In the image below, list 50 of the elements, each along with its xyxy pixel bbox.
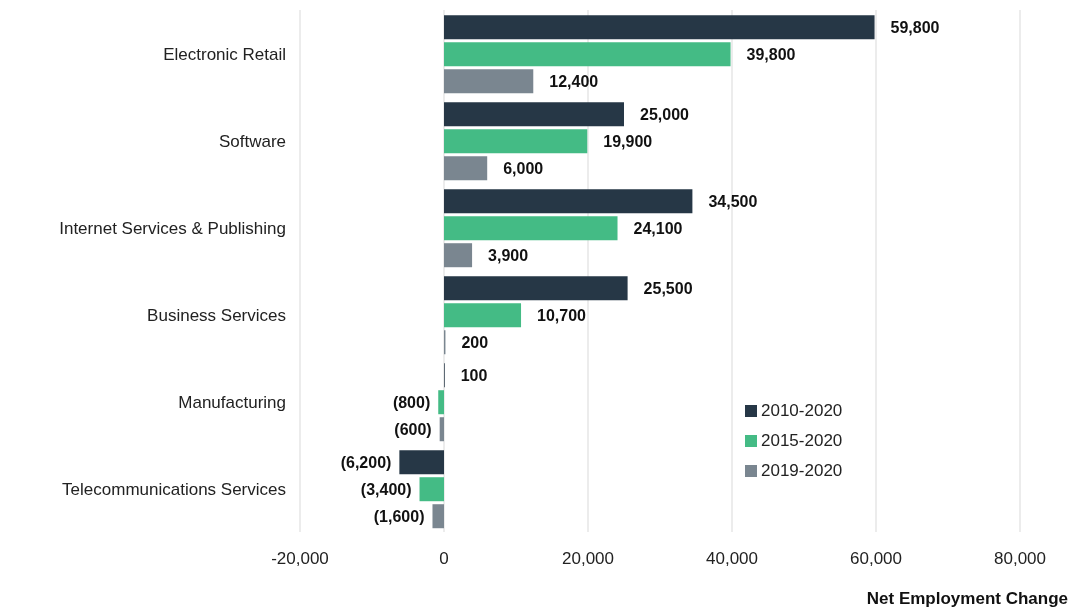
bar (444, 42, 731, 67)
bar (444, 156, 488, 181)
data-label: 39,800 (746, 45, 796, 63)
data-label: 59,800 (890, 18, 940, 36)
bar (438, 390, 444, 415)
bar (444, 303, 522, 328)
legend-label: 2015-2020 (761, 431, 843, 451)
bar (444, 216, 618, 241)
bar (399, 450, 444, 475)
data-label: 3,900 (488, 246, 529, 264)
data-label: 12,400 (549, 72, 599, 90)
data-label: (6,200) (340, 453, 392, 471)
bar (444, 15, 875, 40)
bar (444, 102, 624, 127)
data-label: (1,600) (373, 507, 425, 525)
bar (444, 129, 588, 154)
data-label: 19,900 (603, 132, 653, 150)
x-tick-label: -20,000 (271, 549, 329, 569)
data-label: (800) (392, 393, 431, 411)
data-label: 200 (461, 333, 489, 351)
bar (439, 417, 444, 442)
legend-label: 2019-2020 (761, 461, 843, 481)
bar (444, 276, 628, 301)
data-label: (600) (394, 420, 432, 438)
bar (432, 504, 444, 529)
y-tick-label: Internet Services & Publishing (59, 218, 286, 238)
y-tick-label: Manufacturing (178, 392, 286, 412)
bar (444, 69, 534, 94)
data-label: 24,100 (633, 219, 683, 237)
data-label: (3,400) (360, 480, 412, 498)
bar (444, 189, 693, 214)
x-tick-label: 0 (439, 549, 449, 569)
data-label: 6,000 (503, 159, 544, 177)
bar (444, 243, 473, 268)
x-axis-title: Net Employment Change (866, 589, 1068, 607)
data-label: 100 (460, 366, 488, 384)
x-tick-label: 80,000 (994, 549, 1046, 569)
y-tick-label: Business Services (147, 305, 286, 325)
data-label: 25,000 (640, 105, 690, 123)
legend-label: 2010-2020 (761, 401, 843, 421)
bar (419, 477, 444, 502)
data-label: 25,500 (643, 279, 693, 297)
data-label: 34,500 (708, 192, 758, 210)
x-tick-label: 40,000 (706, 549, 758, 569)
data-label: 10,700 (537, 306, 587, 324)
y-tick-label: Software (218, 131, 286, 151)
x-tick-label: 60,000 (850, 549, 902, 569)
x-tick-label: 20,000 (562, 549, 614, 569)
y-tick-label: Telecommunications Services (62, 479, 286, 499)
y-tick-label: Electronic Retail (163, 44, 286, 64)
